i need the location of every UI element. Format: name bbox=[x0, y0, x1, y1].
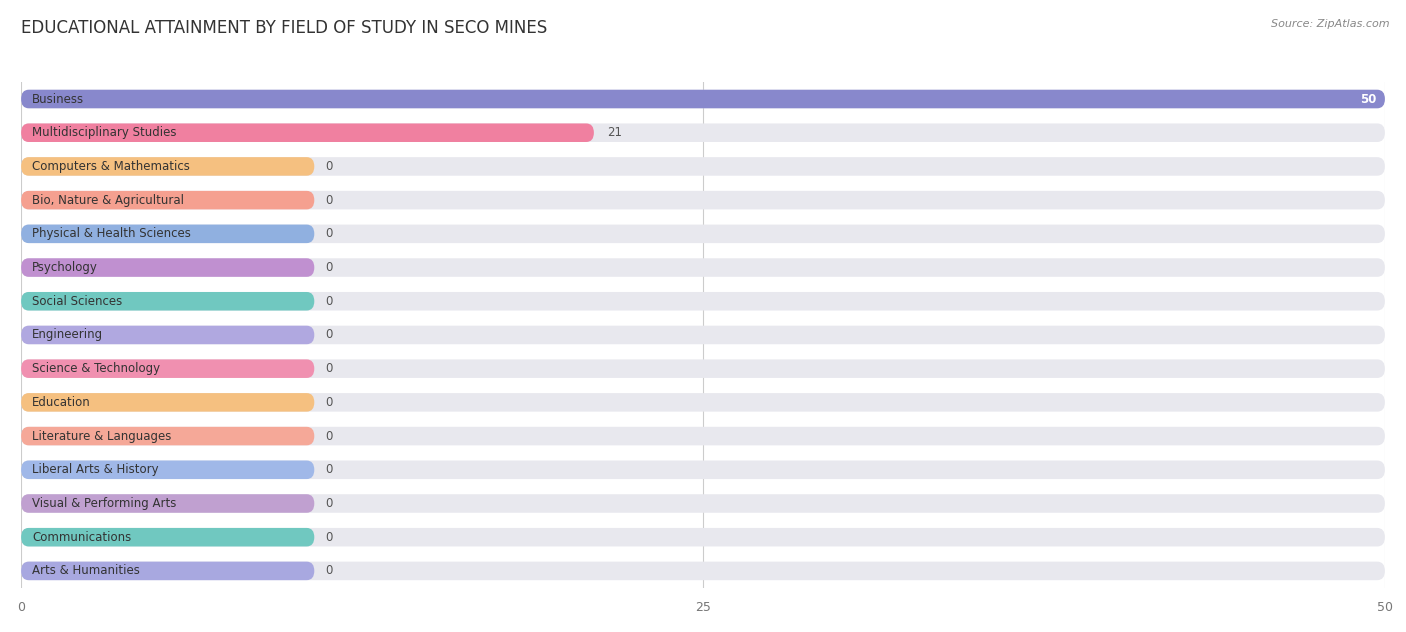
FancyBboxPatch shape bbox=[21, 191, 1385, 209]
Text: Literature & Languages: Literature & Languages bbox=[32, 430, 172, 442]
Text: 0: 0 bbox=[325, 396, 333, 409]
Text: 0: 0 bbox=[325, 193, 333, 207]
Text: Multidisciplinary Studies: Multidisciplinary Studies bbox=[32, 126, 177, 139]
FancyBboxPatch shape bbox=[21, 325, 1385, 344]
Text: Physical & Health Sciences: Physical & Health Sciences bbox=[32, 228, 191, 240]
Text: Liberal Arts & History: Liberal Arts & History bbox=[32, 463, 159, 477]
FancyBboxPatch shape bbox=[21, 90, 1385, 108]
FancyBboxPatch shape bbox=[21, 562, 315, 580]
Text: 0: 0 bbox=[325, 362, 333, 375]
Text: Source: ZipAtlas.com: Source: ZipAtlas.com bbox=[1271, 19, 1389, 29]
Text: 0: 0 bbox=[325, 295, 333, 308]
Text: 0: 0 bbox=[325, 430, 333, 442]
Text: Computers & Mathematics: Computers & Mathematics bbox=[32, 160, 190, 173]
Text: Arts & Humanities: Arts & Humanities bbox=[32, 564, 139, 578]
Text: Education: Education bbox=[32, 396, 91, 409]
FancyBboxPatch shape bbox=[21, 427, 1385, 446]
FancyBboxPatch shape bbox=[21, 90, 1385, 108]
Text: Social Sciences: Social Sciences bbox=[32, 295, 122, 308]
FancyBboxPatch shape bbox=[21, 157, 315, 176]
FancyBboxPatch shape bbox=[21, 258, 1385, 277]
Text: 0: 0 bbox=[325, 160, 333, 173]
FancyBboxPatch shape bbox=[21, 123, 593, 142]
FancyBboxPatch shape bbox=[21, 360, 315, 378]
FancyBboxPatch shape bbox=[21, 157, 1385, 176]
Text: 0: 0 bbox=[325, 497, 333, 510]
Text: Business: Business bbox=[32, 92, 84, 106]
FancyBboxPatch shape bbox=[21, 461, 315, 479]
FancyBboxPatch shape bbox=[21, 494, 315, 513]
FancyBboxPatch shape bbox=[21, 393, 315, 411]
FancyBboxPatch shape bbox=[21, 427, 315, 446]
FancyBboxPatch shape bbox=[21, 325, 315, 344]
Text: Psychology: Psychology bbox=[32, 261, 98, 274]
Text: EDUCATIONAL ATTAINMENT BY FIELD OF STUDY IN SECO MINES: EDUCATIONAL ATTAINMENT BY FIELD OF STUDY… bbox=[21, 19, 547, 37]
FancyBboxPatch shape bbox=[21, 191, 315, 209]
Text: Engineering: Engineering bbox=[32, 329, 103, 341]
Text: Visual & Performing Arts: Visual & Performing Arts bbox=[32, 497, 176, 510]
Text: 21: 21 bbox=[607, 126, 623, 139]
Text: 50: 50 bbox=[1361, 92, 1376, 106]
FancyBboxPatch shape bbox=[21, 393, 1385, 411]
Text: 0: 0 bbox=[325, 531, 333, 544]
FancyBboxPatch shape bbox=[21, 123, 1385, 142]
Text: 0: 0 bbox=[325, 228, 333, 240]
FancyBboxPatch shape bbox=[21, 292, 315, 310]
FancyBboxPatch shape bbox=[21, 258, 315, 277]
FancyBboxPatch shape bbox=[21, 360, 1385, 378]
FancyBboxPatch shape bbox=[21, 494, 1385, 513]
Text: Bio, Nature & Agricultural: Bio, Nature & Agricultural bbox=[32, 193, 184, 207]
Text: 0: 0 bbox=[325, 463, 333, 477]
FancyBboxPatch shape bbox=[21, 461, 1385, 479]
Text: Communications: Communications bbox=[32, 531, 131, 544]
FancyBboxPatch shape bbox=[21, 292, 1385, 310]
FancyBboxPatch shape bbox=[21, 224, 315, 243]
Text: Science & Technology: Science & Technology bbox=[32, 362, 160, 375]
Text: 0: 0 bbox=[325, 261, 333, 274]
FancyBboxPatch shape bbox=[21, 562, 1385, 580]
FancyBboxPatch shape bbox=[21, 528, 315, 547]
FancyBboxPatch shape bbox=[21, 528, 1385, 547]
Text: 0: 0 bbox=[325, 329, 333, 341]
FancyBboxPatch shape bbox=[21, 224, 1385, 243]
Text: 0: 0 bbox=[325, 564, 333, 578]
